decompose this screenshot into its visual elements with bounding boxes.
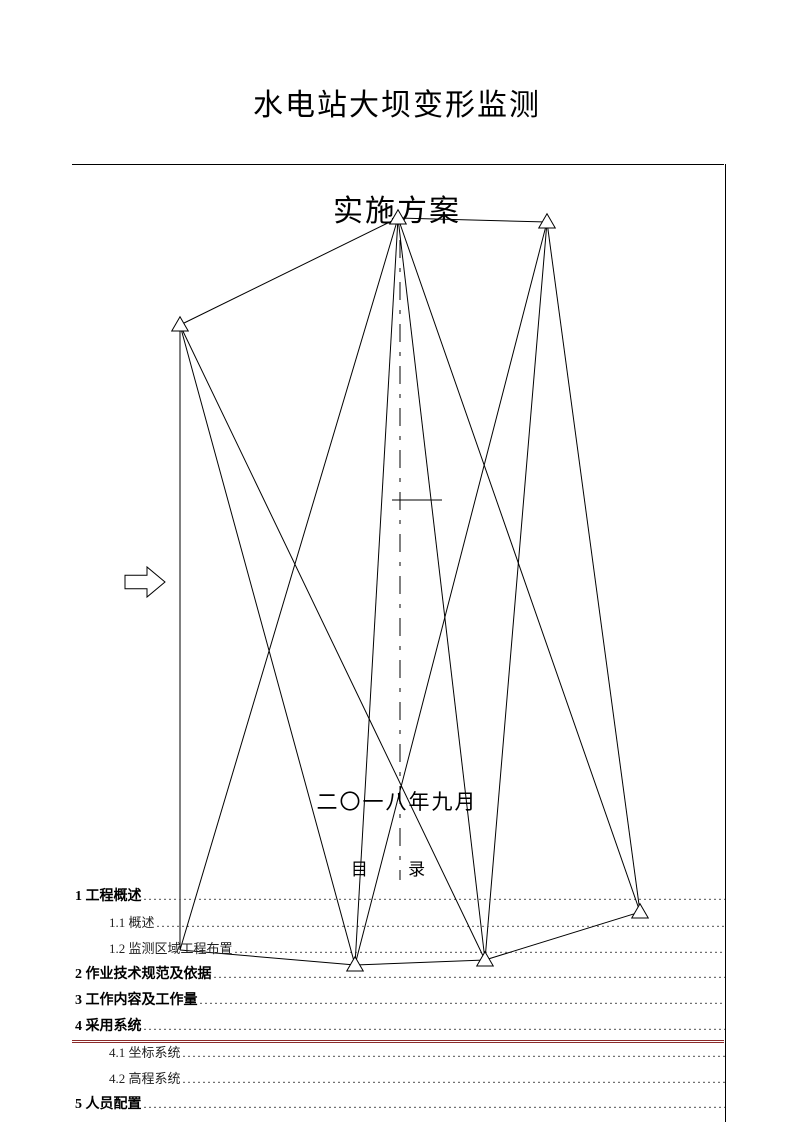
toc-leader-dots: ........................................… bbox=[212, 968, 726, 980]
document-date: 二〇一八年九月 bbox=[0, 786, 794, 816]
toc-leader-dots: ........................................… bbox=[198, 994, 726, 1006]
toc-entry-label: 2 作业技术规范及依据 bbox=[75, 968, 212, 982]
toc-entry-label: 3 工作内容及工作量 bbox=[75, 994, 198, 1008]
toc-entry-label: 4.2 高程系统 bbox=[109, 1072, 181, 1085]
toc-leader-dots: ........................................… bbox=[142, 1020, 726, 1032]
toc-entry-l2: 4.2 高程系统................................… bbox=[75, 1072, 725, 1098]
toc-entry-l1: 2 作业技术规范及依据.............................… bbox=[75, 968, 725, 994]
document-page: 水电站大坝变形监测 实施方案 二〇一八年九月 目 录 1 工程概述.......… bbox=[0, 0, 794, 1122]
toc-entry-l1: 3 工作内容及工作量..............................… bbox=[75, 994, 725, 1020]
toc-leader-dots: ........................................… bbox=[155, 917, 725, 929]
toc-entry-label: 1.2 监测区域工程布置 bbox=[109, 942, 233, 955]
toc-entry-l1: 1 工程概述..................................… bbox=[75, 890, 725, 916]
page-subtitle: 实施方案 bbox=[0, 186, 794, 230]
toc-leader-dots: ........................................… bbox=[233, 943, 725, 955]
toc-entry-label: 4.1 坐标系统 bbox=[109, 1046, 181, 1059]
toc-leader-dots: ........................................… bbox=[142, 890, 726, 902]
table-of-contents: 1 工程概述..................................… bbox=[75, 890, 725, 1122]
toc-heading: 目 录 bbox=[0, 855, 794, 880]
toc-entry-l2: 1.1 概述..................................… bbox=[75, 916, 725, 942]
toc-leader-dots: ........................................… bbox=[142, 1098, 726, 1110]
top-frame-rule bbox=[72, 164, 724, 165]
footer-rule bbox=[72, 1040, 724, 1043]
toc-entry-l1: 5 人员配置..................................… bbox=[75, 1098, 725, 1122]
toc-entry-l2: 4.1 坐标系统................................… bbox=[75, 1046, 725, 1072]
toc-entry-label: 4 采用系统 bbox=[75, 1020, 142, 1034]
toc-entry-label: 5 人员配置 bbox=[75, 1098, 142, 1112]
toc-leader-dots: ........................................… bbox=[181, 1073, 725, 1085]
right-frame-rule bbox=[725, 164, 726, 1122]
toc-entry-label: 1 工程概述 bbox=[75, 890, 142, 904]
toc-entry-label: 1.1 概述 bbox=[109, 916, 155, 929]
page-title: 水电站大坝变形监测 bbox=[0, 80, 794, 124]
toc-entry-l2: 1.2 监测区域工程布置............................… bbox=[75, 942, 725, 968]
toc-leader-dots: ........................................… bbox=[181, 1047, 725, 1059]
